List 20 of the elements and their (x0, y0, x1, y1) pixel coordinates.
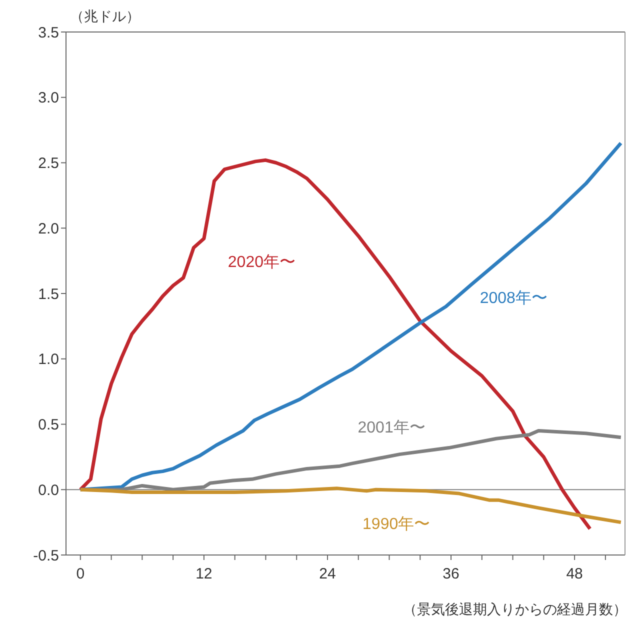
y-tick-label: 0.0 (38, 482, 59, 499)
x-tick-label: 24 (319, 566, 336, 583)
y-tick-label: 0.5 (38, 416, 59, 434)
y-tick-label: 3.0 (38, 90, 59, 107)
y-tick-label: 3.5 (38, 24, 59, 42)
x-tick-label: 0 (76, 566, 85, 583)
x-tick-label: 48 (566, 566, 583, 583)
y-tick-label: -0.5 (33, 547, 59, 564)
y-tick-label: 2.5 (38, 155, 59, 172)
y-tick-label: 1.0 (38, 351, 59, 368)
x-tick-label: 12 (196, 566, 212, 583)
series-label: 2008年〜 (480, 290, 548, 307)
series-label: 1990年〜 (362, 516, 430, 533)
y-tick-label: 1.5 (38, 286, 59, 303)
x-axis-title: （景気後退期入りからの経過月数） (403, 601, 627, 619)
series-label: 2001年〜 (358, 419, 426, 436)
series-label: 2020年〜 (228, 254, 296, 272)
x-tick-label: 36 (442, 566, 460, 583)
y-axis-title: （兆ドル） (70, 8, 140, 26)
y-tick-label: 2.0 (38, 220, 59, 238)
